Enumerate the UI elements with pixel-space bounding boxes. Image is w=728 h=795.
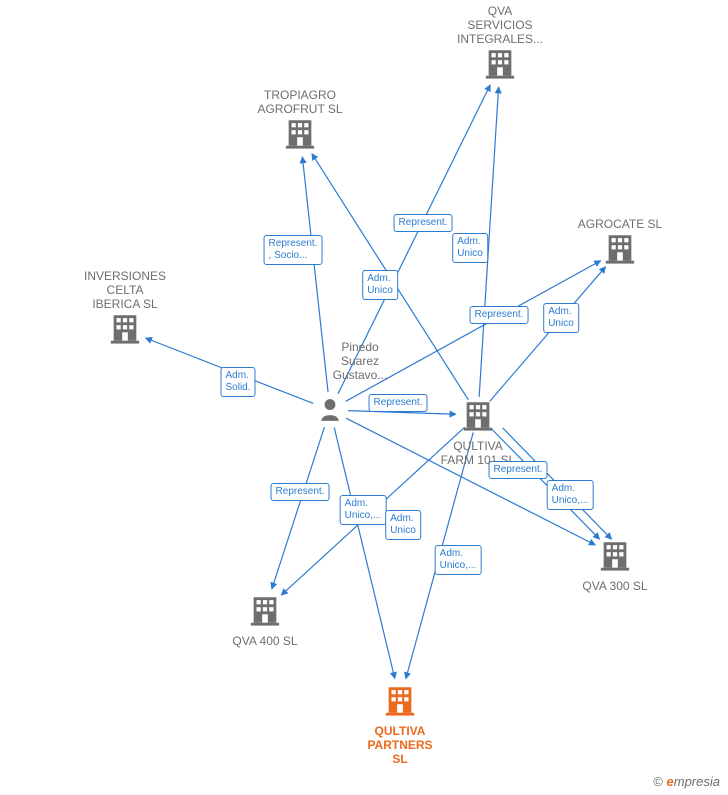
building-icon bbox=[283, 116, 317, 155]
building-icon bbox=[461, 398, 495, 437]
building-icon bbox=[603, 231, 637, 270]
building-icon bbox=[383, 683, 417, 722]
edge-label: Represent. bbox=[394, 214, 453, 232]
brand-first-letter: e bbox=[667, 774, 674, 789]
diagram-canvas: QVA SERVICIOS INTEGRALES... TROPIAGRO AG… bbox=[0, 0, 728, 795]
company-node-inv_celta[interactable]: INVERSIONES CELTA IBERICA SL bbox=[65, 267, 185, 350]
person-label: Pinedo Suarez Gustavo... bbox=[320, 340, 400, 382]
person-icon bbox=[317, 395, 343, 430]
node-label: INVERSIONES CELTA IBERICA SL bbox=[65, 269, 185, 311]
edge-label: Adm. Unico,... bbox=[547, 480, 594, 510]
copyright-symbol: © bbox=[653, 774, 663, 789]
company-node-agrocate[interactable]: AGROCATE SL bbox=[560, 215, 680, 270]
building-icon bbox=[248, 593, 282, 632]
edge-label: Adm. Unico bbox=[543, 303, 579, 333]
node-label: QVA 300 SL bbox=[555, 579, 675, 593]
company-node-qva300[interactable]: QVA 300 SL bbox=[555, 538, 675, 593]
edge-label: Adm. Unico bbox=[385, 510, 421, 540]
edge-label: Represent. , Socio... bbox=[264, 235, 323, 265]
node-label: AGROCATE SL bbox=[560, 217, 680, 231]
edge-label: Adm. Unico,... bbox=[340, 495, 387, 525]
edge-label: Adm. Unico bbox=[362, 270, 398, 300]
edge-label: Represent. bbox=[271, 483, 330, 501]
edge-label: Adm. Unico,... bbox=[435, 545, 482, 575]
edge-line bbox=[334, 427, 395, 678]
edge-label: Adm. Solid. bbox=[220, 367, 255, 397]
company-node-tropiagro[interactable]: TROPIAGRO AGROFRUT SL bbox=[240, 86, 360, 155]
company-node-qva400[interactable]: QVA 400 SL bbox=[205, 593, 325, 648]
node-label: QVA SERVICIOS INTEGRALES... bbox=[440, 4, 560, 46]
footer-attribution: © empresia bbox=[653, 774, 720, 789]
building-icon bbox=[598, 538, 632, 577]
edge-line bbox=[272, 427, 325, 589]
node-label: QVA 400 SL bbox=[205, 634, 325, 648]
company-node-qultiva_p[interactable]: QULTIVA PARTNERS SL bbox=[340, 683, 460, 766]
brand-rest: mpresia bbox=[674, 774, 720, 789]
node-label: TROPIAGRO AGROFRUT SL bbox=[240, 88, 360, 116]
node-label: QULTIVA PARTNERS SL bbox=[340, 724, 460, 766]
building-icon bbox=[483, 46, 517, 85]
company-node-qva_serv[interactable]: QVA SERVICIOS INTEGRALES... bbox=[440, 2, 560, 85]
company-node-qultiva101[interactable]: QULTIVA FARM 101 SL bbox=[418, 398, 538, 467]
edge-label: Represent. bbox=[489, 461, 548, 479]
edge-line bbox=[490, 267, 606, 402]
edge-label: Represent. bbox=[470, 306, 529, 324]
edge-label: Adm. Unico bbox=[452, 233, 488, 263]
building-icon bbox=[108, 311, 142, 350]
edge-label: Represent. bbox=[369, 394, 428, 412]
